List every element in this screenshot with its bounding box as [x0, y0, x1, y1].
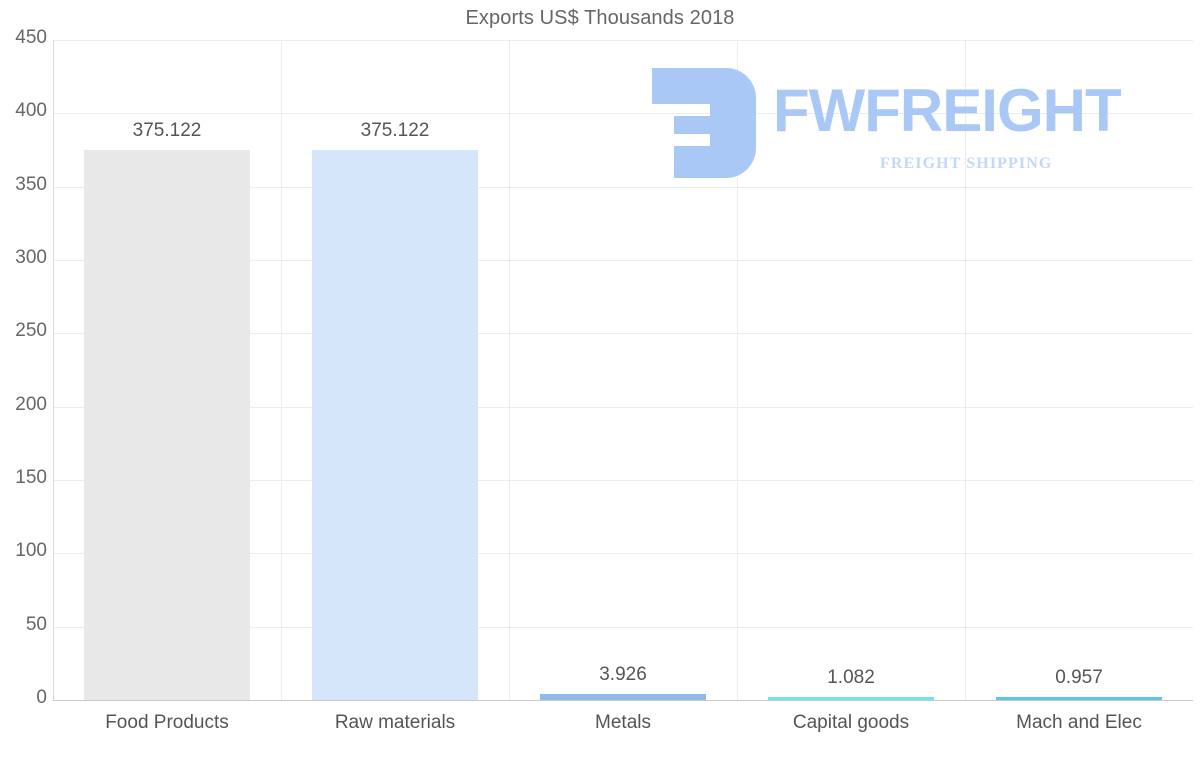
y-axis-tick-label: 200	[15, 393, 47, 415]
y-gridline	[53, 333, 1193, 335]
x-axis-tick-label: Food Products	[105, 712, 229, 733]
y-gridline	[53, 406, 1193, 408]
bar-value-label: 375.122	[360, 119, 430, 141]
y-gridline	[53, 113, 1193, 115]
y-axis-tick-label: 350	[15, 173, 47, 195]
bar-group: 1.082	[737, 40, 965, 700]
bar[interactable]	[312, 149, 478, 700]
bar-value-label: 0.957	[1055, 667, 1103, 688]
x-gridline	[509, 40, 510, 700]
y-gridline	[53, 480, 1193, 481]
bar[interactable]	[84, 149, 250, 700]
x-axis-tick-label: Capital goods	[792, 712, 910, 733]
y-axis-tick-label: 0	[36, 687, 47, 708]
plot-area	[53, 40, 1193, 701]
bar-value-label: 375.122	[132, 119, 202, 141]
y-gridline	[53, 553, 1193, 555]
x-axis-tick-label: Metals	[595, 712, 651, 733]
y-axis-line	[53, 40, 54, 701]
y-axis-tick-label: 450	[15, 27, 47, 48]
y-gridline	[53, 40, 1193, 41]
bar-group: 375.122	[281, 40, 509, 700]
x-gridline	[281, 40, 282, 700]
y-axis-tick-label: 400	[15, 100, 47, 122]
y-axis-tick-label: 100	[15, 540, 47, 562]
y-gridline	[53, 260, 1193, 261]
x-axis-line	[53, 700, 1193, 701]
bar[interactable]	[540, 694, 706, 700]
bar-value-label: 1.082	[827, 667, 875, 688]
bar-group: 3.926	[509, 40, 737, 700]
x-gridline	[965, 40, 966, 700]
x-gridline	[737, 40, 738, 700]
chart-title: Exports US$ Thousands 2018	[465, 7, 735, 29]
y-axis-tick-label: 250	[15, 320, 47, 342]
y-axis-tick-labels: 0 50 100 150 200 250 300 350 400 450	[0, 0, 47, 763]
y-gridline	[53, 626, 1193, 628]
x-axis-tick-label: Mach and Elec	[1016, 712, 1142, 733]
bar-group: 375.122	[53, 40, 281, 700]
x-axis-tick-label: Raw materials	[334, 712, 456, 733]
bar-group: 0.957	[965, 40, 1193, 700]
y-axis-tick-label: 300	[15, 247, 47, 268]
y-axis-tick-label: 50	[25, 613, 47, 635]
y-gridline	[53, 186, 1193, 188]
bar[interactable]	[768, 697, 934, 700]
bar-value-label: 3.926	[599, 664, 647, 686]
y-axis-tick-label: 150	[15, 467, 47, 488]
bar[interactable]	[996, 697, 1162, 700]
